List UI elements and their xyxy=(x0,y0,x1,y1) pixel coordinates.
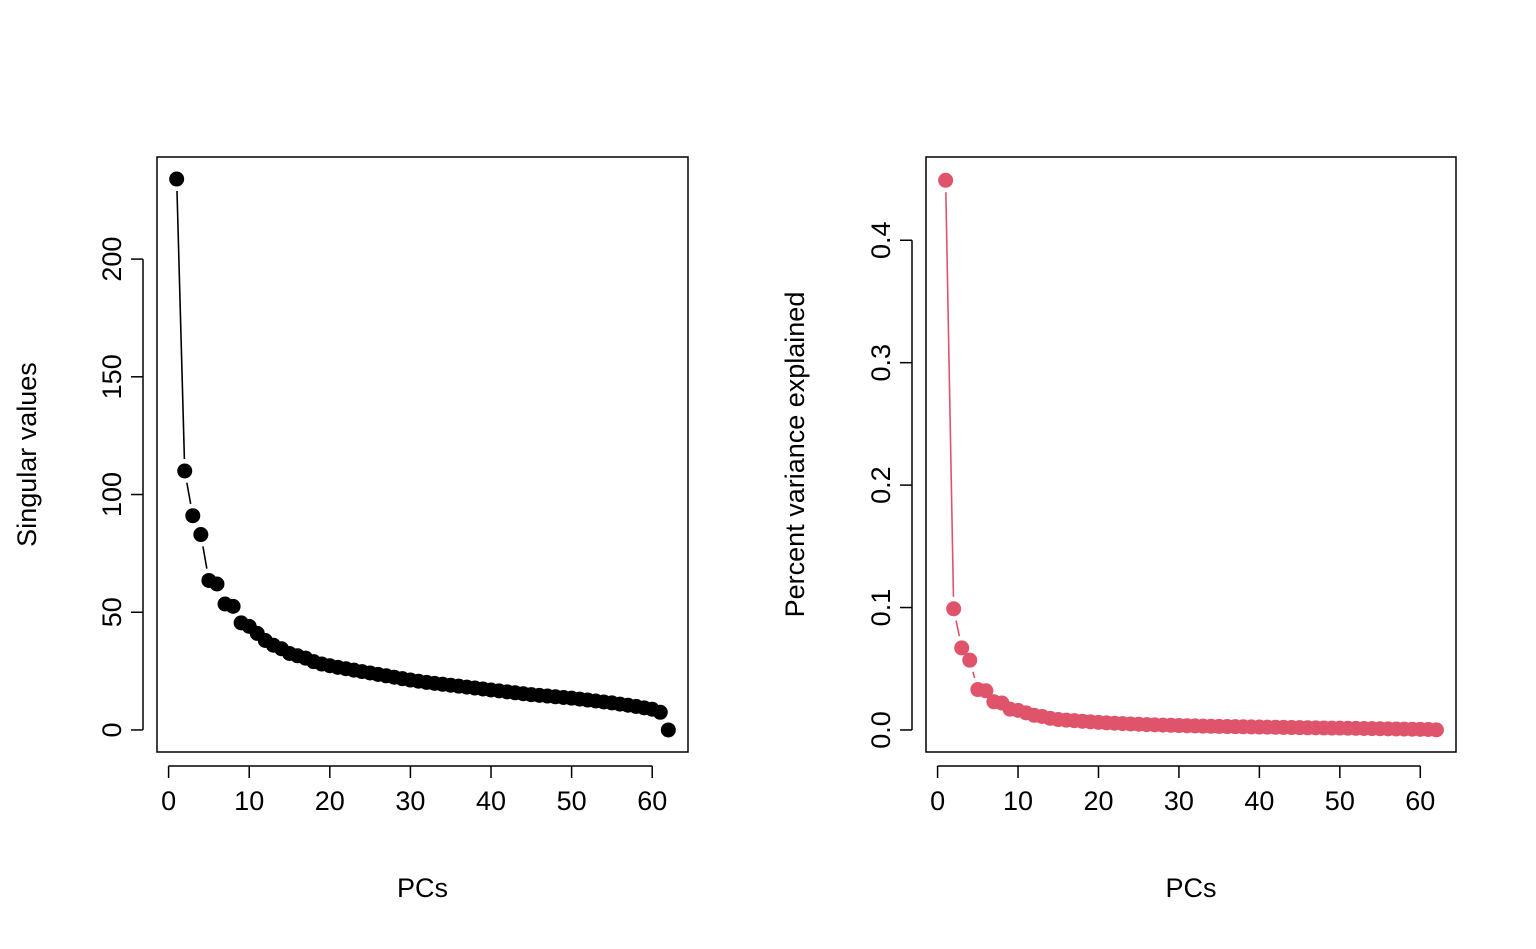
y-tick-label: 50 xyxy=(97,597,127,627)
y-tick-label: 0.3 xyxy=(866,344,896,382)
y-tick-label: 0.4 xyxy=(866,221,896,259)
x-tick-label: 40 xyxy=(476,786,506,816)
x-tick-label: 40 xyxy=(1244,786,1274,816)
data-point xyxy=(225,598,241,614)
y-axis-title: Singular values xyxy=(12,362,42,547)
y-axis-title: Percent variance explained xyxy=(780,292,810,618)
y-tick-label: 200 xyxy=(97,237,127,282)
data-point xyxy=(652,704,668,720)
data-point xyxy=(209,576,225,592)
data-point xyxy=(1428,722,1444,738)
data-point xyxy=(169,171,185,187)
data-point xyxy=(946,601,962,617)
data-point xyxy=(185,508,201,524)
series-connector xyxy=(972,671,976,679)
plot-frame xyxy=(925,156,1457,753)
y-tick-label: 150 xyxy=(97,354,127,399)
y-tick-label: 0.0 xyxy=(866,711,896,749)
y-tick-label: 0.2 xyxy=(866,466,896,504)
series-connector xyxy=(186,482,192,505)
data-point xyxy=(954,640,970,656)
x-axis-title: PCs xyxy=(397,873,448,903)
chart-singular-values: 0 10 20 30 40 50 60 0 50 100 150 200 PCs Singular val… xyxy=(12,156,689,903)
chart-percent-variance: 0 10 20 30 40 50 60 0.0 0.1 0.2 0.3 0.4 PCs Percent v… xyxy=(780,156,1457,903)
x-tick-label: 0 xyxy=(930,786,945,816)
data-point xyxy=(938,172,954,188)
x-tick-label: 20 xyxy=(1083,786,1113,816)
x-tick-label: 60 xyxy=(1405,786,1435,816)
x-axis-title: PCs xyxy=(1165,873,1216,903)
y-tick-label: 0.1 xyxy=(866,589,896,627)
x-tick-label: 0 xyxy=(161,786,176,816)
data-point xyxy=(660,722,676,738)
x-tick-label: 50 xyxy=(557,786,587,816)
series-connector xyxy=(955,620,961,637)
data-point xyxy=(978,683,994,699)
y-tick-label: 0 xyxy=(97,722,127,737)
plot-frame xyxy=(156,156,689,753)
data-point xyxy=(177,463,193,479)
data-point xyxy=(962,652,978,668)
x-tick-label: 10 xyxy=(1003,786,1033,816)
series-connector xyxy=(176,191,186,460)
series-connector xyxy=(945,192,955,597)
x-tick-label: 10 xyxy=(234,786,264,816)
x-tick-label: 30 xyxy=(1164,786,1194,816)
series-connector xyxy=(202,546,208,569)
x-tick-label: 20 xyxy=(315,786,345,816)
y-tick-label: 100 xyxy=(97,472,127,517)
x-tick-label: 30 xyxy=(395,786,425,816)
x-tick-label: 50 xyxy=(1325,786,1355,816)
data-point xyxy=(193,527,209,543)
x-tick-label: 60 xyxy=(637,786,667,816)
